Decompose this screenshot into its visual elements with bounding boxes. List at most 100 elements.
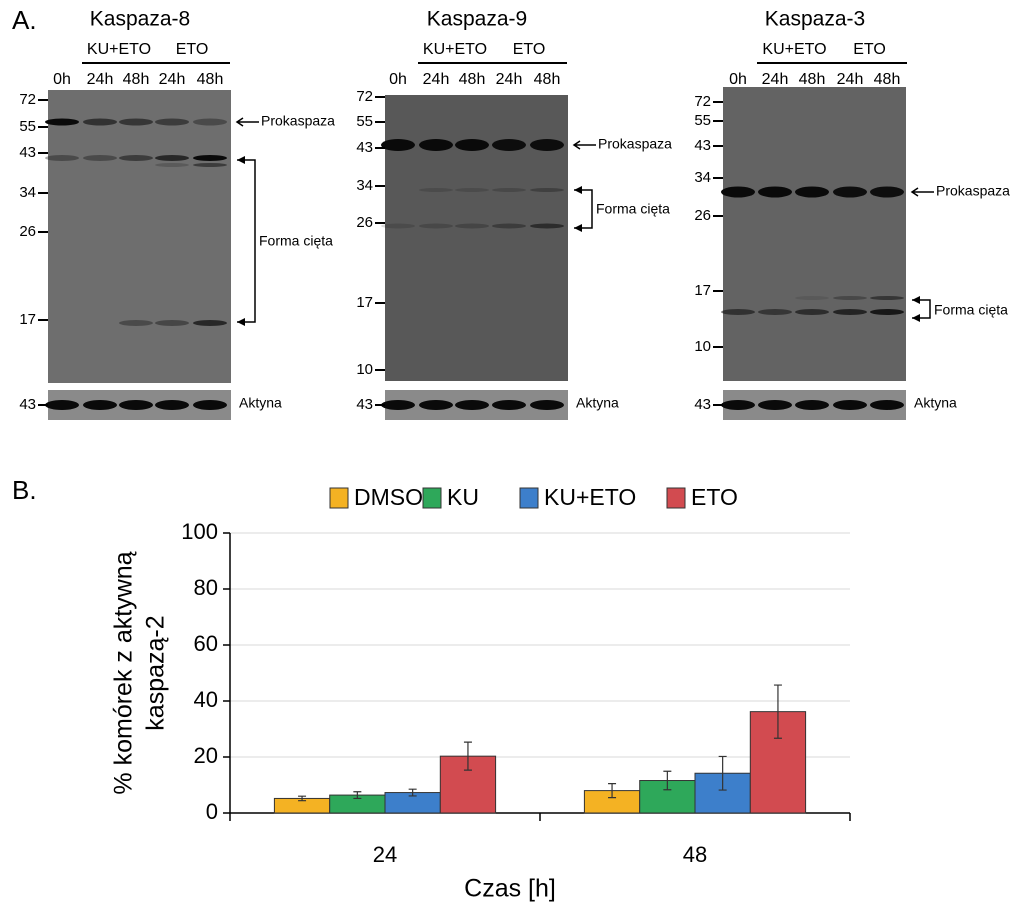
arrow <box>235 117 259 127</box>
lane-label: 48h <box>197 71 224 88</box>
band <box>193 320 227 326</box>
band <box>119 155 153 161</box>
marker-label: 17 <box>694 282 711 299</box>
lane-label: 24h <box>423 71 450 88</box>
lane-label: 24h <box>496 71 523 88</box>
band <box>795 309 829 315</box>
annotation: Prokaspaza <box>936 183 1010 199</box>
arrow <box>572 140 596 150</box>
band <box>419 400 453 410</box>
arrowhead <box>574 224 582 232</box>
blot-title: Kaspaza-3 <box>765 8 865 31</box>
band <box>193 118 227 126</box>
band <box>758 309 792 315</box>
lane-label: 0h <box>729 71 747 88</box>
y-tick-label: 0 <box>206 799 218 824</box>
band <box>381 400 415 410</box>
blot-title: Kaspaza-8 <box>90 8 190 31</box>
lane-label: 48h <box>799 71 826 88</box>
lane-label: 48h <box>534 71 561 88</box>
lane-label: 24h <box>837 71 864 88</box>
x-tick-label: 48 <box>683 842 707 867</box>
lane-label: 24h <box>87 71 114 88</box>
annotation: Forma cięta <box>934 302 1008 318</box>
y-axis-label: % komórek z aktywną <box>110 551 138 794</box>
error-bar <box>718 755 727 791</box>
marker-label: 43 <box>19 396 36 413</box>
lane-label: 24h <box>159 71 186 88</box>
band <box>381 139 415 151</box>
annotation: Prokaspaza <box>261 113 335 129</box>
band <box>193 155 227 161</box>
marker-label: 34 <box>19 184 36 201</box>
legend-swatch <box>666 487 686 509</box>
band <box>530 400 564 410</box>
marker-label: 55 <box>19 118 36 135</box>
marker-label: 26 <box>19 223 36 240</box>
bracket <box>237 159 256 323</box>
marker-label: 72 <box>356 88 373 105</box>
group-label: KU+ETO <box>423 41 487 58</box>
band <box>721 400 755 410</box>
band <box>419 223 453 229</box>
marker-label: 72 <box>694 93 711 110</box>
arrowhead <box>912 296 920 304</box>
marker-label: 10 <box>356 361 373 378</box>
band <box>419 139 453 151</box>
marker-label: 17 <box>19 311 36 328</box>
group-label: KU+ETO <box>87 41 151 58</box>
x-tick-label: 24 <box>373 842 397 867</box>
marker-label: 34 <box>356 177 373 194</box>
error-bar <box>408 788 417 797</box>
lane-label: 24h <box>762 71 789 88</box>
band <box>455 400 489 410</box>
band <box>455 188 489 192</box>
blot <box>723 87 906 381</box>
marker-label: 72 <box>19 91 36 108</box>
band <box>83 155 117 161</box>
group-label: ETO <box>853 41 886 58</box>
band <box>155 320 189 326</box>
blot <box>385 95 568 381</box>
marker-label: 55 <box>694 112 711 129</box>
x-axis-label: Czas [h] <box>464 875 556 903</box>
band <box>870 400 904 410</box>
y-tick-label: 100 <box>181 519 218 544</box>
band <box>193 163 227 167</box>
legend-label: KU+ETO <box>544 484 636 510</box>
band <box>870 186 904 198</box>
band <box>721 186 755 198</box>
band <box>119 118 153 126</box>
arrow <box>910 187 934 197</box>
group-label: KU+ETO <box>762 41 826 58</box>
legend-swatch <box>329 487 349 509</box>
band <box>833 186 867 198</box>
band <box>119 320 153 326</box>
error-bar <box>353 791 362 800</box>
legend-label: KU <box>447 484 479 510</box>
marker-label: 26 <box>694 207 711 224</box>
legend-swatch <box>519 487 539 509</box>
band <box>492 400 526 410</box>
lane-label: 0h <box>53 71 71 88</box>
band <box>870 309 904 315</box>
band <box>155 400 189 410</box>
band <box>492 223 526 229</box>
bracket <box>912 299 931 319</box>
error-bar <box>298 795 307 802</box>
blot <box>48 90 231 383</box>
arrowhead <box>912 314 920 322</box>
band <box>530 139 564 151</box>
arrowhead <box>237 318 245 326</box>
error-bar <box>773 684 782 739</box>
marker-label: 10 <box>694 338 711 355</box>
arrowhead <box>574 186 582 194</box>
band <box>795 186 829 198</box>
band <box>155 163 189 167</box>
band <box>45 400 79 410</box>
band <box>833 296 867 300</box>
annotation: Aktyna <box>239 395 282 411</box>
annotation: Forma cięta <box>259 233 333 249</box>
band <box>795 296 829 300</box>
